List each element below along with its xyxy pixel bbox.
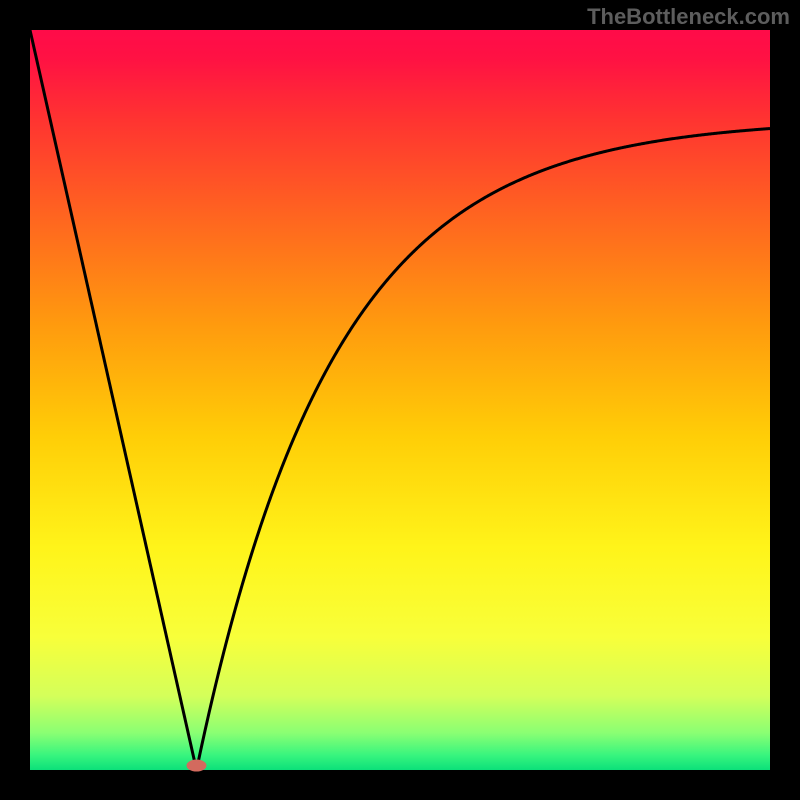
min-marker: [187, 760, 207, 772]
chart-svg: [0, 0, 800, 800]
chart-stage: TheBottleneck.com: [0, 0, 800, 800]
